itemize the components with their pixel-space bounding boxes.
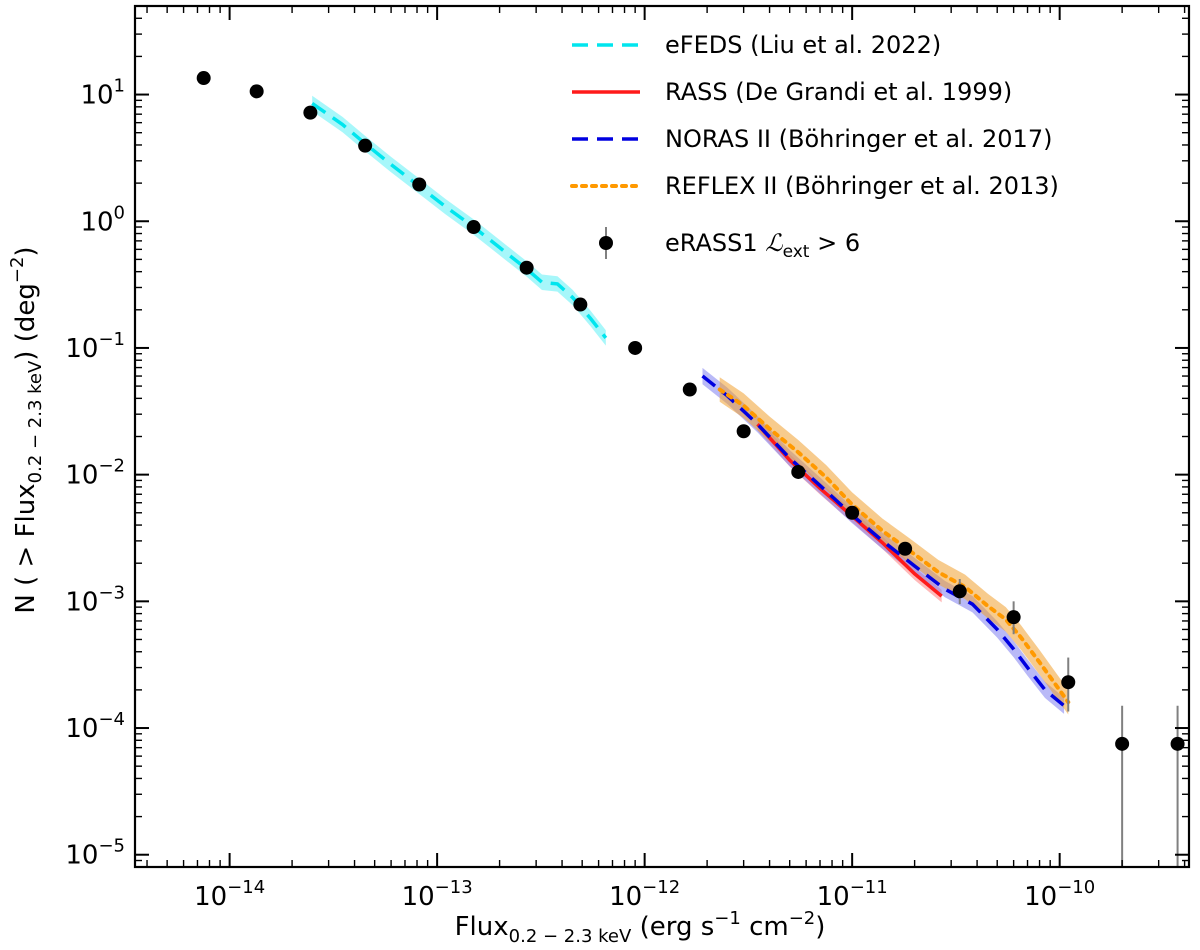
x-tick-label: 10−13: [402, 877, 473, 912]
y-tick-label: 101: [80, 76, 125, 111]
x-label-mid: cm: [741, 912, 789, 942]
data-point: [519, 260, 534, 275]
data-point: [845, 505, 860, 520]
y-tick-label: 10−3: [65, 582, 125, 617]
data-point: [1170, 736, 1185, 751]
y-tick-label: 10−4: [65, 709, 125, 744]
y-axis-label: N ( > Flux0.2 − 2.3 keV) (deg−2): [7, 246, 46, 613]
reflex-ii-b-hringer-et-al-2013-band: [719, 377, 1069, 715]
data-point: [412, 177, 427, 192]
data-point: [249, 84, 264, 99]
legend-label: eFEDS (Liu et al. 2022): [665, 31, 941, 59]
noras-ii-b-hringer-et-al-2017-line: [701, 374, 1066, 708]
y-label-end: ): [11, 246, 41, 256]
x-label-sup2: −2: [789, 908, 816, 929]
data-point: [466, 220, 481, 235]
legend-label: eRASS1 ℒext > 6: [665, 229, 860, 262]
y-label-sub: 0.2 − 2.3 keV: [25, 360, 46, 483]
legend-label: NORAS II (Böhringer et al. 2017): [665, 125, 1052, 153]
x-label-rest: (erg s: [631, 912, 714, 942]
axis-ticks: [135, 5, 1189, 868]
x-tick-label: 10−10: [1024, 877, 1095, 912]
x-tick-label: 10−11: [817, 877, 888, 912]
y-tick-label: 100: [80, 202, 125, 237]
data-point: [1006, 610, 1021, 625]
data-point: [791, 464, 806, 479]
y-tick-label: 10−5: [65, 836, 125, 871]
error-bars: [958, 579, 1179, 867]
x-tick-label: 10−14: [194, 877, 265, 912]
x-label-end: ): [815, 912, 825, 942]
y-label-sup: −2: [7, 257, 28, 284]
data-point: [898, 541, 913, 556]
data-points: [196, 71, 1185, 751]
plot-frame: [133, 4, 1191, 869]
x-label-sub: 0.2 − 2.3 keV: [509, 926, 632, 947]
y-label-mid: ) (deg: [11, 283, 41, 361]
x-label-main: Flux: [455, 912, 509, 942]
y-tick-label: 10−1: [65, 329, 125, 364]
data-point: [628, 340, 643, 355]
data-point: [736, 424, 751, 439]
efeds-liu-et-al-2022-band: [312, 95, 606, 346]
data-point: [358, 138, 373, 153]
y-label-pre: N ( > Flux: [11, 483, 41, 613]
data-point: [682, 382, 697, 397]
legend-label: REFLEX II (Böhringer et al. 2013): [665, 172, 1059, 200]
data-point: [1115, 736, 1130, 751]
tick-labels: 10−14 10−13 10−12 10−11 10−10 101 100 10−1 10−2 1…: [65, 76, 1095, 912]
legend: eFEDS (Liu et al. 2022) RASS (De Grandi e…: [570, 31, 1059, 262]
x-tick-label: 10−12: [609, 877, 680, 912]
data-point: [573, 297, 588, 312]
data-point: [952, 584, 967, 599]
data-point: [1061, 675, 1076, 690]
data-point: [196, 71, 211, 86]
y-tick-label: 10−2: [65, 456, 125, 491]
data-point: [303, 105, 318, 120]
x-label-sup1: −1: [714, 908, 741, 929]
legend-label: RASS (De Grandi et al. 1999): [665, 78, 1012, 106]
x-axis-label: Flux0.2 − 2.3 keV (erg s−1 cm−2): [455, 908, 826, 947]
legend-swatch-point: [599, 236, 613, 250]
